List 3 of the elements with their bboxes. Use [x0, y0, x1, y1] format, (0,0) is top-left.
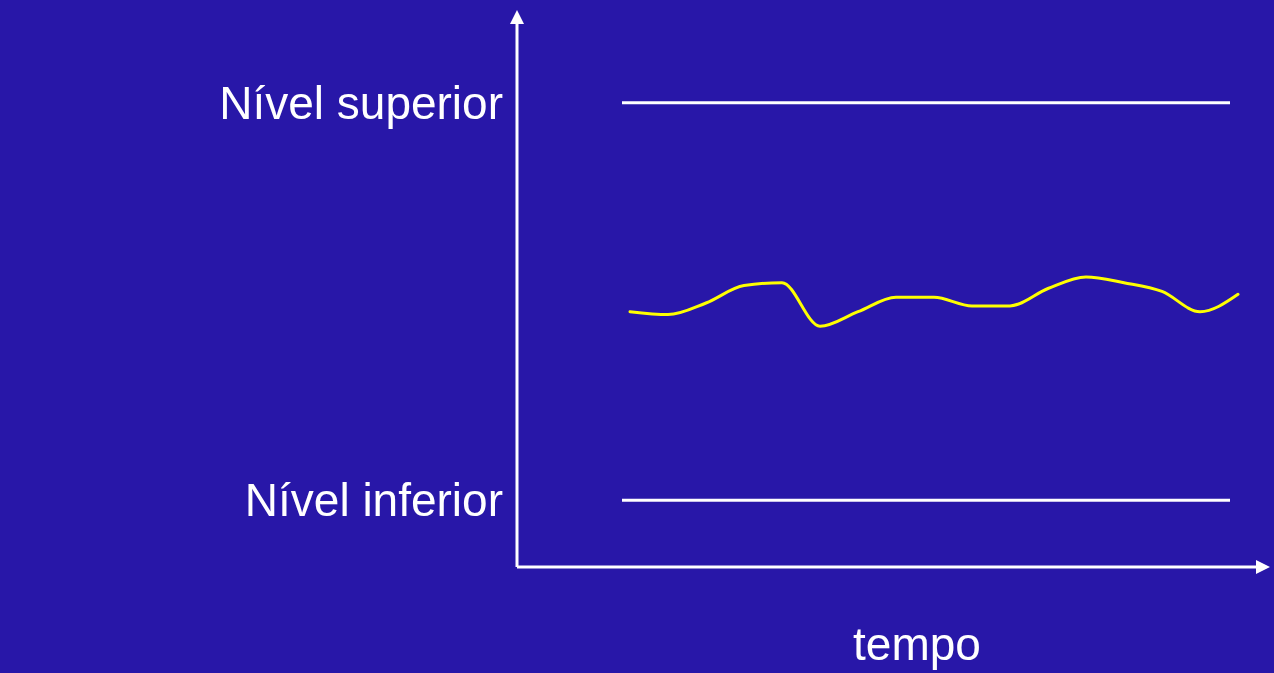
x-axis-title: tempo: [853, 618, 981, 670]
ref-line-label: Nível superior: [219, 76, 503, 129]
ref-line-label: Nível inferior: [244, 474, 503, 527]
